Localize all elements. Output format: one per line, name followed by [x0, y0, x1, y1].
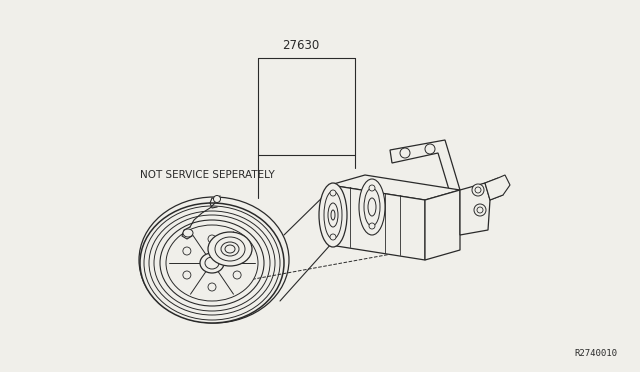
Text: 27630: 27630	[282, 39, 319, 52]
Circle shape	[425, 144, 435, 154]
Circle shape	[183, 271, 191, 279]
Circle shape	[400, 148, 410, 158]
Circle shape	[474, 204, 486, 216]
Ellipse shape	[359, 179, 385, 235]
Circle shape	[472, 184, 484, 196]
Text: R2740010: R2740010	[574, 349, 617, 358]
Circle shape	[183, 247, 191, 255]
Circle shape	[369, 223, 375, 229]
Text: NOT SERVICE SEPERATELY: NOT SERVICE SEPERATELY	[140, 170, 275, 180]
Polygon shape	[460, 183, 490, 235]
Circle shape	[369, 185, 375, 191]
Circle shape	[208, 235, 216, 243]
Polygon shape	[390, 140, 460, 193]
Circle shape	[214, 196, 221, 202]
Circle shape	[233, 247, 241, 255]
Circle shape	[330, 234, 336, 240]
Ellipse shape	[200, 253, 224, 273]
Ellipse shape	[208, 232, 252, 266]
Circle shape	[233, 271, 241, 279]
Ellipse shape	[166, 225, 258, 301]
Polygon shape	[425, 190, 460, 260]
Polygon shape	[330, 185, 425, 260]
Ellipse shape	[221, 242, 239, 256]
Polygon shape	[485, 175, 510, 200]
Ellipse shape	[183, 229, 193, 237]
Circle shape	[208, 283, 216, 291]
Ellipse shape	[140, 203, 284, 323]
Ellipse shape	[160, 220, 264, 306]
Ellipse shape	[319, 183, 347, 247]
Polygon shape	[330, 175, 460, 200]
Circle shape	[330, 190, 336, 196]
